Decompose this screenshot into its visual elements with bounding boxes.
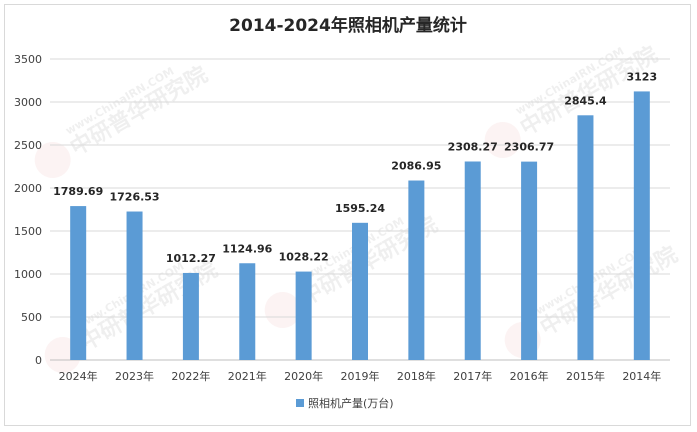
bars — [70, 91, 650, 361]
data-label: 2845.4 — [564, 94, 607, 107]
bar — [126, 211, 143, 360]
y-tick-label: 3000 — [14, 96, 42, 109]
data-label: 1124.96 — [222, 242, 272, 255]
x-tick-label: 2021年 — [228, 369, 267, 383]
bar — [464, 161, 481, 360]
data-label: 1012.27 — [166, 252, 216, 265]
y-tick-label: 500 — [21, 311, 42, 324]
x-tick-label: 2022年 — [171, 369, 210, 383]
x-tick-label: 2014年 — [622, 369, 661, 383]
data-label: 3123 — [627, 70, 658, 83]
chart-frame — [4, 4, 691, 426]
bar — [352, 222, 368, 360]
y-tick-label: 0 — [35, 354, 42, 367]
bar — [70, 206, 87, 360]
watermark-logo — [484, 122, 521, 158]
y-axis-ticks: 0 500 1000 1500 2000 2500 3000 3500 — [14, 53, 42, 367]
data-label: 2308.27 — [448, 140, 498, 153]
bar — [239, 263, 256, 360]
y-tick-label: 2500 — [14, 139, 42, 152]
bar — [295, 271, 312, 360]
bar — [182, 272, 199, 360]
x-tick-label: 2024年 — [59, 369, 98, 383]
data-label: 1595.24 — [335, 202, 385, 215]
x-tick-label: 2017年 — [453, 369, 492, 383]
y-tick-label: 1500 — [14, 225, 42, 238]
watermark-logo — [34, 142, 71, 178]
x-tick-label: 2015年 — [566, 369, 605, 383]
data-label: 2306.77 — [504, 141, 554, 154]
x-tick-label: 2019年 — [341, 369, 380, 383]
bar — [577, 115, 594, 361]
legend-swatch — [296, 399, 304, 407]
x-tick-label: 2023年 — [115, 369, 154, 383]
chart-title: 2014-2024年照相机产量统计 — [229, 15, 467, 36]
x-tick-label: 2020年 — [284, 369, 323, 383]
data-label: 1726.53 — [109, 191, 159, 204]
data-label: 1028.22 — [279, 251, 329, 264]
bar — [408, 180, 425, 360]
x-axis-ticks: 2024年 2023年 2022年 2021年 2020年 2019年 2018年 2017年… — [59, 369, 662, 383]
data-labels: 1789.69 1726.53 1012.27 1124.96 1028.22 1595.… — [53, 70, 657, 265]
legend: 照相机产量(万台) — [296, 396, 394, 410]
y-tick-label: 2000 — [14, 182, 42, 195]
data-label: 2086.95 — [391, 160, 441, 173]
x-tick-label: 2016年 — [510, 369, 549, 383]
watermark-logo — [264, 292, 301, 328]
legend-label: 照相机产量(万台) — [308, 396, 394, 410]
x-tick-label: 2018年 — [397, 369, 436, 383]
bar — [521, 161, 538, 360]
y-tick-label: 3500 — [14, 53, 42, 66]
bar — [633, 91, 650, 360]
data-label: 1789.69 — [53, 185, 103, 198]
y-tick-label: 1000 — [14, 268, 42, 281]
